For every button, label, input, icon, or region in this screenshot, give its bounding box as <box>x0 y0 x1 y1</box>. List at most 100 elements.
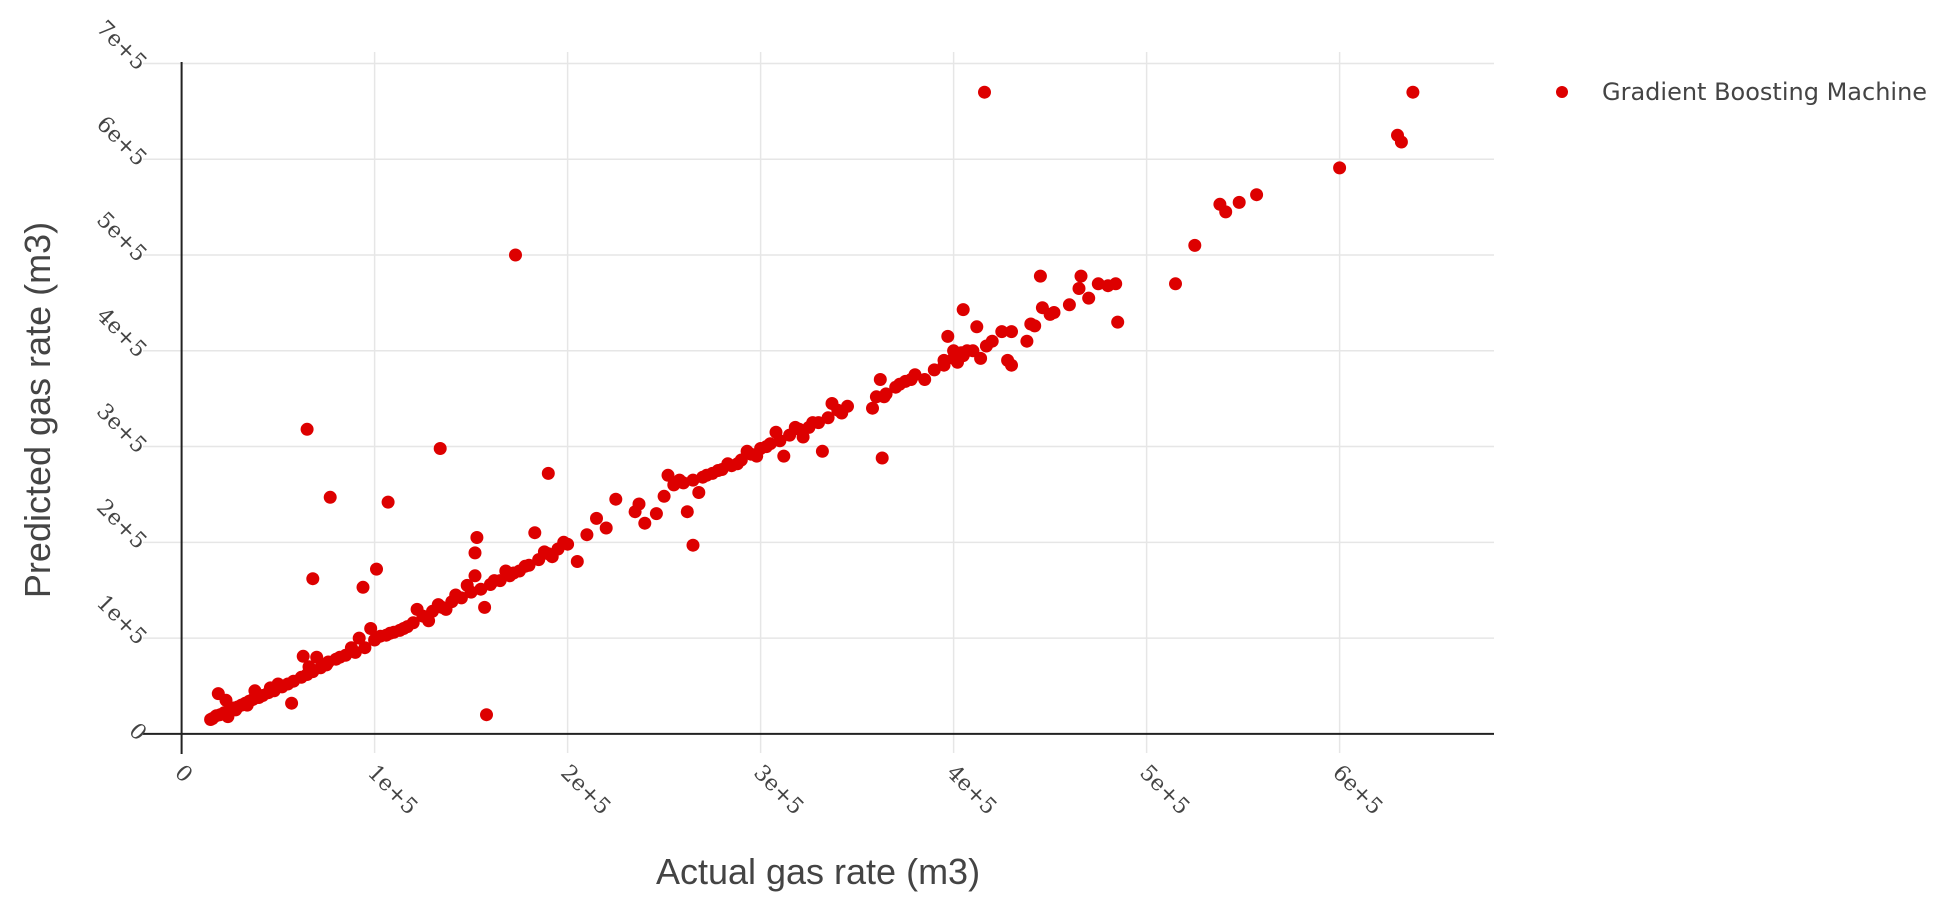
data-point[interactable] <box>323 490 337 504</box>
data-point[interactable] <box>580 528 594 542</box>
data-point[interactable] <box>1111 315 1125 329</box>
data-point[interactable] <box>321 655 335 669</box>
data-point[interactable] <box>410 602 424 616</box>
data-point[interactable] <box>815 444 829 458</box>
data-point[interactable] <box>711 464 725 477</box>
data-point[interactable] <box>680 505 694 519</box>
data-point[interactable] <box>796 430 810 444</box>
data-point[interactable] <box>875 451 889 465</box>
data-point[interactable] <box>306 572 320 586</box>
data-point[interactable] <box>777 449 791 463</box>
data-point[interactable] <box>433 442 447 455</box>
data-point[interactable] <box>487 574 501 588</box>
data-point[interactable] <box>1072 282 1086 295</box>
data-point[interactable] <box>700 468 714 482</box>
data-point[interactable] <box>657 489 671 503</box>
data-point[interactable] <box>995 325 1009 339</box>
data-point[interactable] <box>356 580 370 594</box>
data-point[interactable] <box>759 440 773 454</box>
data-point[interactable] <box>468 546 482 560</box>
data-point[interactable] <box>271 677 285 691</box>
data-point[interactable] <box>1109 277 1123 291</box>
data-point[interactable] <box>692 486 706 499</box>
legend[interactable]: Gradient Boosting Machine <box>1556 78 1927 106</box>
data-point[interactable] <box>937 353 951 367</box>
data-point[interactable] <box>1005 325 1018 339</box>
data-point[interactable] <box>344 641 358 655</box>
data-point[interactable] <box>358 641 372 655</box>
data-point[interactable] <box>877 390 891 404</box>
data-point[interactable] <box>1333 161 1347 175</box>
data-point[interactable] <box>590 511 603 525</box>
data-point[interactable] <box>474 582 488 596</box>
data-point[interactable] <box>893 377 907 391</box>
data-point[interactable] <box>956 303 970 317</box>
data-point[interactable] <box>300 422 314 436</box>
data-point[interactable] <box>1033 269 1047 283</box>
data-point[interactable] <box>240 698 254 712</box>
data-point[interactable] <box>557 535 571 549</box>
data-point[interactable] <box>352 631 366 645</box>
data-point[interactable] <box>507 566 521 580</box>
data-point[interactable] <box>1232 195 1246 209</box>
data-point[interactable] <box>310 650 324 664</box>
data-point[interactable] <box>1406 85 1420 99</box>
data-point[interactable] <box>333 650 347 664</box>
data-point[interactable] <box>460 578 474 592</box>
data-point[interactable] <box>1074 269 1088 283</box>
data-point[interactable] <box>673 473 686 487</box>
data-point[interactable] <box>904 373 918 386</box>
data-point[interactable] <box>364 622 378 635</box>
data-point[interactable] <box>1047 306 1061 319</box>
data-point[interactable] <box>219 693 233 707</box>
data-point[interactable] <box>1035 301 1049 315</box>
data-point[interactable] <box>918 373 932 386</box>
data-point[interactable] <box>649 507 663 521</box>
data-point[interactable] <box>468 569 482 583</box>
data-point[interactable] <box>927 363 941 377</box>
data-point[interactable] <box>1020 334 1034 348</box>
data-point[interactable] <box>1062 298 1076 312</box>
data-point[interactable] <box>740 444 754 458</box>
data-point[interactable] <box>449 588 463 602</box>
data-point[interactable] <box>285 696 299 710</box>
data-point[interactable] <box>509 248 522 262</box>
data-point[interactable] <box>686 538 700 552</box>
data-point[interactable] <box>979 339 993 353</box>
data-point[interactable] <box>1250 188 1264 202</box>
data-point[interactable] <box>750 449 764 463</box>
data-point[interactable] <box>978 85 991 99</box>
data-point[interactable] <box>470 531 484 544</box>
data-point[interactable] <box>941 329 955 343</box>
data-point[interactable] <box>204 713 218 726</box>
data-point[interactable] <box>383 626 397 640</box>
data-point[interactable] <box>1091 277 1105 291</box>
data-point[interactable] <box>970 320 984 334</box>
data-point[interactable] <box>1188 238 1202 252</box>
data-point[interactable] <box>806 416 820 430</box>
data-point[interactable] <box>632 497 646 511</box>
data-point[interactable] <box>954 346 968 360</box>
data-point[interactable] <box>788 420 802 434</box>
data-point[interactable] <box>1005 358 1018 372</box>
data-point[interactable] <box>769 425 783 439</box>
data-point[interactable] <box>1082 291 1096 305</box>
data-point[interactable] <box>825 397 839 410</box>
data-point[interactable] <box>1028 319 1042 333</box>
data-point[interactable] <box>866 401 879 415</box>
data-point[interactable] <box>397 622 411 635</box>
data-point[interactable] <box>1169 277 1182 291</box>
data-point[interactable] <box>478 600 492 614</box>
data-point[interactable] <box>248 684 262 698</box>
data-point[interactable] <box>1219 205 1233 219</box>
data-point[interactable] <box>439 602 453 616</box>
data-point[interactable] <box>422 614 436 628</box>
data-point[interactable] <box>599 521 613 535</box>
data-point[interactable] <box>545 550 559 564</box>
data-point[interactable] <box>721 457 735 471</box>
data-point[interactable] <box>821 411 835 425</box>
data-point[interactable] <box>541 466 555 480</box>
data-point[interactable] <box>873 373 887 386</box>
data-point[interactable] <box>296 649 310 663</box>
data-point[interactable] <box>638 516 652 530</box>
